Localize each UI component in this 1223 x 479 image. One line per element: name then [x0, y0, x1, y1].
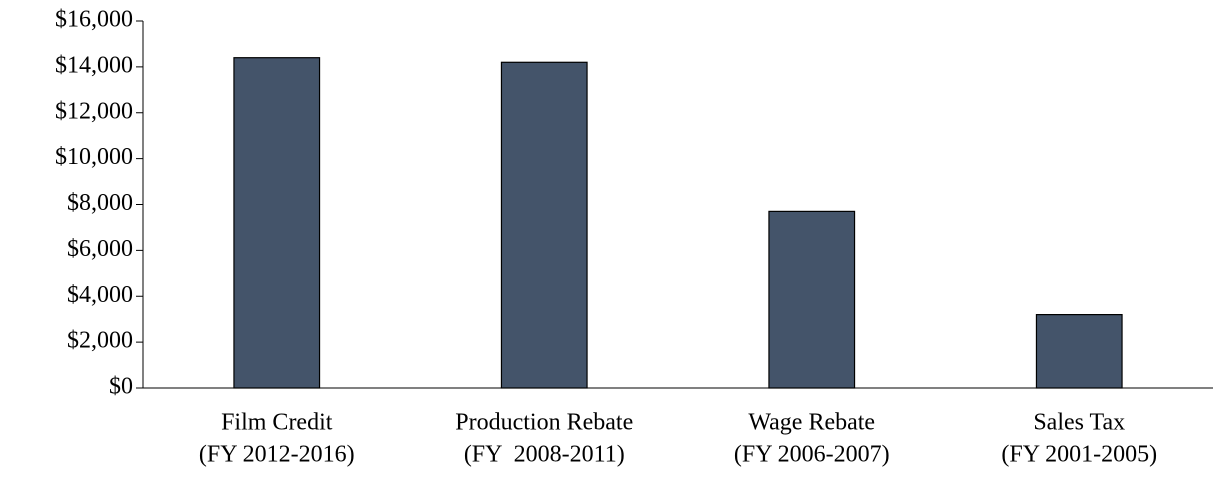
y-tick-label: $10,000 — [55, 144, 133, 170]
y-tick-label: $12,000 — [55, 98, 133, 124]
y-tick-label: $8,000 — [67, 190, 133, 216]
x-tick-label: Film Credit — [221, 410, 333, 436]
y-tick-label: $0 — [109, 374, 133, 400]
y-tick-label: $4,000 — [67, 282, 133, 308]
x-tick-label: Production Rebate — [455, 410, 633, 436]
y-tick-label: $6,000 — [67, 236, 133, 262]
x-tick-label: (FY 2001-2005) — [1001, 442, 1157, 468]
y-tick-label: $2,000 — [67, 328, 133, 354]
x-tick-label: (FY 2006-2007) — [734, 442, 890, 468]
bar — [500, 61, 588, 389]
y-tick-label: $14,000 — [55, 52, 133, 78]
x-tick-label: Wage Rebate — [748, 410, 875, 436]
x-tick-label: (FY 2012-2016) — [199, 442, 355, 468]
bar — [1035, 314, 1123, 389]
x-tick-label: (FY 2008-2011) — [464, 442, 625, 468]
bar — [233, 57, 321, 389]
bar — [768, 210, 856, 389]
x-tick-label: Sales Tax — [1033, 410, 1125, 436]
y-tick-label: $16,000 — [55, 7, 133, 33]
